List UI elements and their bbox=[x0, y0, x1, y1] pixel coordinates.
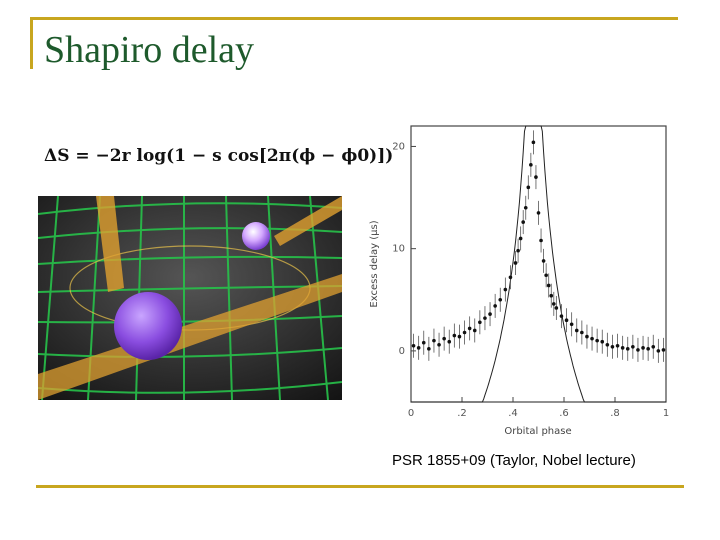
data-point bbox=[641, 346, 645, 350]
data-point bbox=[559, 314, 564, 318]
data-point bbox=[536, 211, 541, 215]
data-point bbox=[595, 338, 599, 343]
data-point bbox=[636, 348, 640, 352]
data-point bbox=[411, 343, 416, 348]
y-tick-label: 0 bbox=[399, 346, 405, 357]
data-point bbox=[457, 334, 462, 339]
model-fit-curve bbox=[411, 125, 666, 403]
data-point bbox=[437, 342, 441, 347]
data-point bbox=[600, 339, 605, 344]
x-tick-label: .8 bbox=[610, 408, 620, 419]
y-tick-label: 20 bbox=[392, 141, 405, 152]
data-point bbox=[467, 326, 472, 331]
data-point bbox=[526, 185, 531, 190]
data-point bbox=[631, 345, 635, 349]
x-tick-label: .4 bbox=[508, 408, 518, 419]
data-point bbox=[661, 348, 666, 352]
x-tick-label: 1 bbox=[663, 408, 669, 419]
figure-caption: PSR 1855+09 (Taylor, Nobel lecture) bbox=[392, 452, 636, 469]
data-point bbox=[554, 306, 559, 310]
data-point bbox=[541, 259, 546, 263]
data-point bbox=[472, 328, 477, 333]
bottom-accent-line bbox=[36, 485, 684, 488]
slide-title: Shapiro delay bbox=[44, 29, 255, 71]
data-point bbox=[656, 349, 661, 353]
data-point bbox=[610, 345, 615, 349]
data-point bbox=[416, 346, 421, 350]
data-point bbox=[432, 338, 436, 343]
data-point bbox=[531, 140, 536, 145]
data-point bbox=[539, 238, 543, 243]
left-accent-line bbox=[30, 17, 33, 69]
x-tick-label: .6 bbox=[559, 408, 569, 419]
data-point bbox=[620, 346, 625, 350]
data-point bbox=[493, 304, 497, 308]
y-tick-label: 10 bbox=[392, 244, 405, 255]
data-point bbox=[605, 342, 610, 347]
data-point bbox=[651, 345, 656, 349]
shapiro-delay-formula: ΔS = −2r log(1 − s cos[2π(ϕ − ϕ0)]) bbox=[44, 146, 394, 166]
data-point bbox=[590, 336, 594, 341]
data-point bbox=[447, 339, 452, 344]
data-point bbox=[498, 297, 503, 302]
data-point bbox=[534, 175, 538, 179]
data-point bbox=[488, 312, 492, 316]
x-axis-label: Orbital phase bbox=[504, 426, 571, 437]
data-point bbox=[625, 347, 630, 351]
data-point bbox=[503, 287, 508, 292]
data-point bbox=[513, 261, 518, 265]
y-axis-label: Excess delay (μs) bbox=[369, 220, 380, 307]
data-point bbox=[546, 283, 551, 288]
x-tick-label: 0 bbox=[408, 408, 414, 419]
data-point bbox=[508, 275, 513, 280]
data-point bbox=[523, 205, 528, 210]
data-point bbox=[552, 302, 556, 306]
data-point bbox=[521, 220, 525, 224]
data-point bbox=[529, 163, 533, 167]
data-point bbox=[427, 347, 431, 351]
data-point bbox=[518, 236, 523, 241]
data-point bbox=[574, 328, 579, 333]
data-point bbox=[549, 293, 554, 298]
data-point bbox=[544, 273, 548, 278]
data-point bbox=[580, 330, 584, 335]
data-point bbox=[516, 248, 520, 253]
top-accent-line bbox=[30, 17, 678, 20]
data-point bbox=[569, 322, 574, 327]
data-point bbox=[585, 334, 589, 339]
data-point bbox=[462, 330, 467, 335]
data-point bbox=[646, 347, 650, 351]
data-point bbox=[478, 320, 482, 325]
data-point bbox=[483, 316, 487, 320]
data-point bbox=[615, 343, 620, 348]
data-point bbox=[564, 318, 569, 323]
data-point bbox=[442, 336, 446, 341]
data-point bbox=[452, 333, 457, 338]
binary-pulsar-illustration bbox=[38, 196, 342, 400]
x-tick-label: .2 bbox=[457, 408, 467, 419]
data-point bbox=[421, 340, 426, 345]
